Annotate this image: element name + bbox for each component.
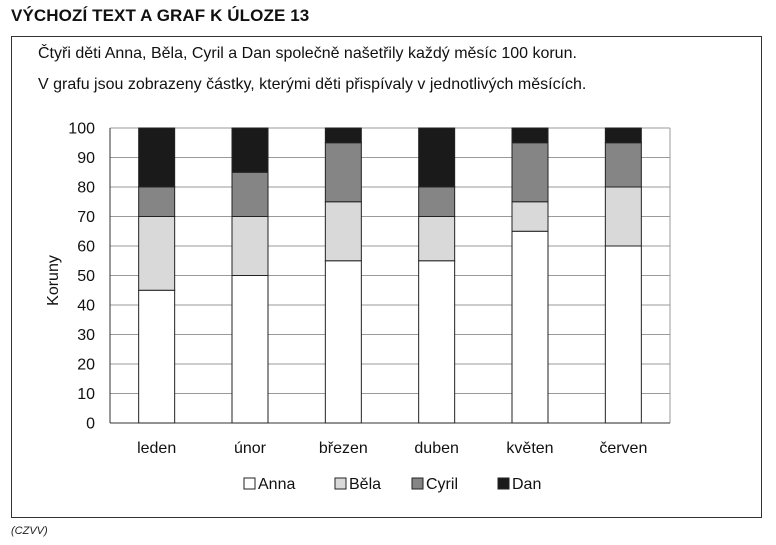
bar-anna-5 (604, 245, 642, 424)
legend-label-anna: Anna (258, 476, 295, 493)
bar-běla-1 (231, 216, 269, 276)
y-axis-label: Koruny (45, 255, 62, 306)
bar-běla-2 (324, 201, 362, 262)
x-tick-label-0: leden (137, 440, 176, 457)
y-tick-label-60: 60 (77, 239, 95, 256)
intro-line-2: V grafu jsou zobrazeny částky, kterými d… (38, 76, 587, 93)
legend-swatch-dan (497, 477, 510, 490)
y-tick-label-90: 90 (77, 150, 95, 167)
y-tick-label-10: 10 (77, 386, 95, 403)
bar-dan-5 (604, 127, 642, 144)
x-tick-label-1: únor (234, 440, 267, 457)
bar-anna-2 (324, 260, 362, 424)
intro-line-1: Čtyři děti Anna, Běla, Cyril a Dan spole… (38, 45, 577, 62)
bar-anna-0 (138, 289, 176, 424)
bar-běla-3 (418, 216, 456, 262)
y-tick-label-40: 40 (77, 298, 95, 315)
bar-běla-4 (511, 201, 549, 232)
bar-anna-3 (418, 260, 456, 424)
x-tick-label-2: březen (319, 440, 368, 457)
content-frame (11, 36, 762, 518)
x-tick-label-5: červen (599, 440, 647, 457)
x-tick-label-4: květen (506, 440, 553, 457)
y-tick-label-20: 20 (77, 357, 95, 374)
page-heading: VÝCHOZÍ TEXT A GRAF K ÚLOZE 13 (11, 6, 310, 25)
y-tick-label-100: 100 (68, 121, 95, 138)
bar-dan-0 (138, 127, 176, 188)
bar-běla-5 (604, 186, 642, 247)
bar-dan-4 (511, 127, 549, 144)
bar-cyril-2 (324, 142, 362, 203)
y-tick-label-30: 30 (77, 327, 95, 344)
bar-cyril-5 (604, 142, 642, 188)
legend-label-běla: Běla (349, 476, 381, 493)
legend-swatch-běla (334, 477, 347, 490)
bar-běla-0 (138, 216, 176, 291)
y-tick-label-80: 80 (77, 180, 95, 197)
bar-anna-4 (511, 230, 549, 424)
bar-cyril-3 (418, 186, 456, 217)
bar-cyril-1 (231, 171, 269, 217)
bar-dan-1 (231, 127, 269, 173)
bar-dan-2 (324, 127, 362, 144)
legend-swatch-cyril (411, 477, 424, 490)
bar-dan-3 (418, 127, 456, 188)
legend-swatch-anna (243, 477, 256, 490)
legend-label-cyril: Cyril (426, 476, 458, 493)
source-note: (CZVV) (11, 525, 48, 537)
bar-anna-1 (231, 275, 269, 424)
y-tick-label-50: 50 (77, 268, 95, 285)
y-tick-label-0: 0 (86, 416, 95, 433)
x-tick-label-3: duben (414, 440, 459, 457)
legend-label-dan: Dan (512, 476, 541, 493)
bar-cyril-4 (511, 142, 549, 203)
bar-cyril-0 (138, 186, 176, 217)
y-tick-label-70: 70 (77, 209, 95, 226)
